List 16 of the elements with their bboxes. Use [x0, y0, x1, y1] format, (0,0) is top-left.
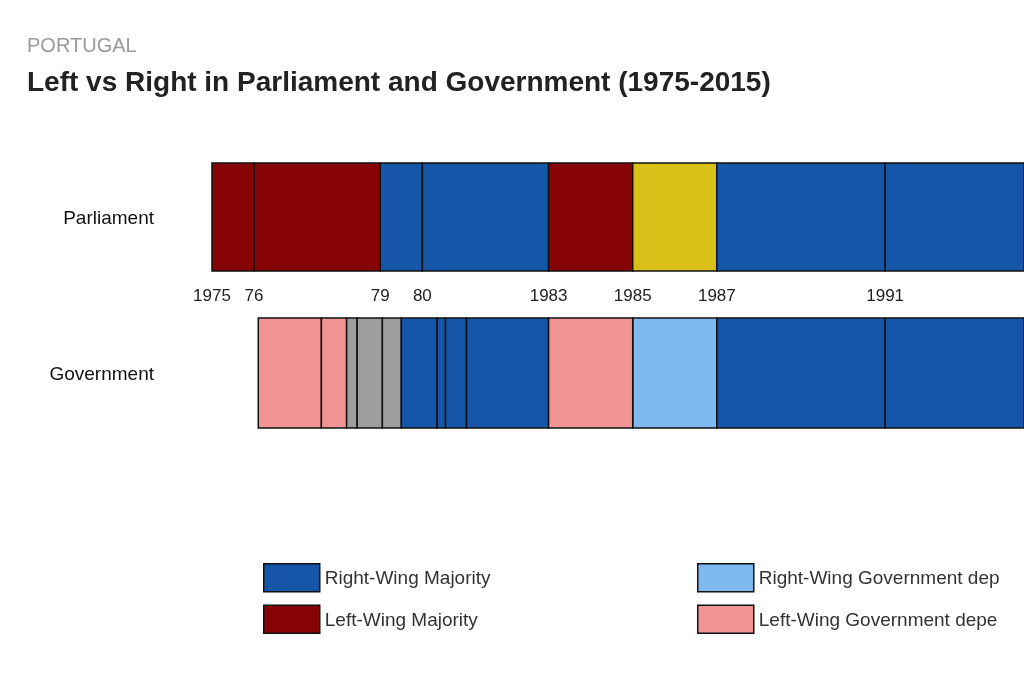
x-tick-label: 1985: [613, 286, 652, 305]
chart-title: Left vs Right in Parliament and Government (1975-2015): [27, 65, 771, 97]
x-tick-label: 1991: [866, 286, 905, 305]
chart-subtitle: PORTUGAL: [27, 34, 137, 56]
legend-label: Right-Wing Government dep: [758, 567, 1000, 589]
x-tick-label: 80: [412, 286, 432, 305]
x-tick-label: 76: [244, 286, 264, 305]
x-tick-label: 1987: [697, 286, 736, 305]
legend-label: Right-Wing Majority: [324, 567, 492, 589]
legend-label: Left-Wing Majority: [324, 608, 479, 630]
legend-label: Left-Wing Government depe: [758, 608, 998, 630]
x-tick-label: 79: [370, 286, 390, 305]
y-tick-label: Parliament: [63, 206, 155, 228]
x-tick-label: 1975: [193, 286, 231, 305]
y-tick-label: Government: [49, 362, 155, 384]
x-tick-label: 1983: [529, 286, 568, 305]
